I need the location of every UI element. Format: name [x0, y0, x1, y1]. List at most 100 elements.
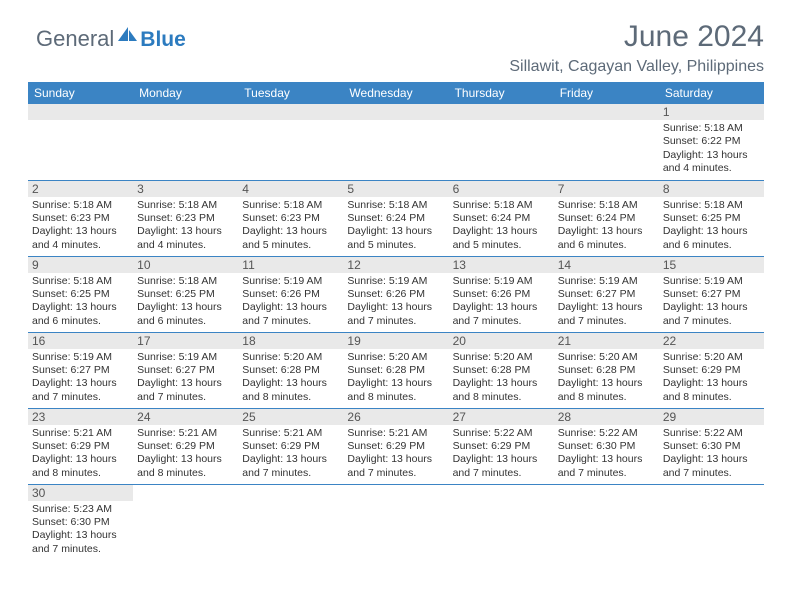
- day-info-line: Sunrise: 5:19 AM: [137, 351, 234, 364]
- day-number: 26: [343, 409, 448, 425]
- day-info-line: and 8 minutes.: [558, 391, 655, 404]
- day-info: Sunrise: 5:21 AMSunset: 6:29 PMDaylight:…: [343, 425, 448, 483]
- day-number: 4: [238, 181, 343, 197]
- day-info: Sunrise: 5:21 AMSunset: 6:29 PMDaylight:…: [238, 425, 343, 483]
- day-number: 2: [28, 181, 133, 197]
- day-info-line: and 7 minutes.: [242, 467, 339, 480]
- calendar-day-cell: 28Sunrise: 5:22 AMSunset: 6:30 PMDayligh…: [554, 408, 659, 484]
- calendar-day-cell: 1Sunrise: 5:18 AMSunset: 6:22 PMDaylight…: [659, 104, 764, 180]
- day-info: Sunrise: 5:20 AMSunset: 6:28 PMDaylight:…: [449, 349, 554, 407]
- empty-day-strip: [554, 104, 659, 120]
- day-info-line: Daylight: 13 hours: [32, 453, 129, 466]
- day-info-line: Sunrise: 5:18 AM: [453, 199, 550, 212]
- day-info-line: and 7 minutes.: [242, 315, 339, 328]
- day-info-line: Daylight: 13 hours: [558, 453, 655, 466]
- day-info-line: Sunset: 6:24 PM: [558, 212, 655, 225]
- calendar-day-cell: 26Sunrise: 5:21 AMSunset: 6:29 PMDayligh…: [343, 408, 448, 484]
- day-info: Sunrise: 5:22 AMSunset: 6:30 PMDaylight:…: [659, 425, 764, 483]
- day-info-line: Daylight: 13 hours: [347, 453, 444, 466]
- day-info: Sunrise: 5:18 AMSunset: 6:23 PMDaylight:…: [28, 197, 133, 255]
- day-info-line: Sunrise: 5:19 AM: [453, 275, 550, 288]
- day-info-line: Sunset: 6:24 PM: [347, 212, 444, 225]
- calendar-day-cell: 22Sunrise: 5:20 AMSunset: 6:29 PMDayligh…: [659, 332, 764, 408]
- day-info-line: Daylight: 13 hours: [453, 225, 550, 238]
- day-info-line: Daylight: 13 hours: [663, 149, 760, 162]
- day-info-line: Sunrise: 5:18 AM: [663, 122, 760, 135]
- day-number: 16: [28, 333, 133, 349]
- day-number: 14: [554, 257, 659, 273]
- day-number: 10: [133, 257, 238, 273]
- day-info-line: and 7 minutes.: [347, 467, 444, 480]
- calendar-day-cell: [133, 104, 238, 180]
- header: General Blue June 2024 Sillawit, Cagayan…: [28, 20, 764, 76]
- calendar-body: 1Sunrise: 5:18 AMSunset: 6:22 PMDaylight…: [28, 104, 764, 560]
- day-info: Sunrise: 5:21 AMSunset: 6:29 PMDaylight:…: [28, 425, 133, 483]
- day-info-line: Sunrise: 5:20 AM: [453, 351, 550, 364]
- day-number: 30: [28, 485, 133, 501]
- day-info-line: Daylight: 13 hours: [453, 301, 550, 314]
- day-info: Sunrise: 5:19 AMSunset: 6:26 PMDaylight:…: [238, 273, 343, 331]
- day-info-line: Daylight: 13 hours: [558, 301, 655, 314]
- day-info-line: Daylight: 13 hours: [242, 301, 339, 314]
- calendar-week-row: 1Sunrise: 5:18 AMSunset: 6:22 PMDaylight…: [28, 104, 764, 180]
- day-info-line: and 6 minutes.: [558, 239, 655, 252]
- calendar-day-cell: [659, 484, 764, 560]
- day-info-line: Daylight: 13 hours: [137, 453, 234, 466]
- day-info-line: Sunset: 6:27 PM: [558, 288, 655, 301]
- logo-text-blue: Blue: [140, 28, 186, 52]
- day-info-line: and 7 minutes.: [32, 543, 129, 556]
- day-info-line: Daylight: 13 hours: [347, 301, 444, 314]
- calendar-day-cell: [238, 104, 343, 180]
- calendar-day-cell: 12Sunrise: 5:19 AMSunset: 6:26 PMDayligh…: [343, 256, 448, 332]
- day-info-line: Sunset: 6:29 PM: [663, 364, 760, 377]
- calendar-day-cell: 2Sunrise: 5:18 AMSunset: 6:23 PMDaylight…: [28, 180, 133, 256]
- day-info-line: Daylight: 13 hours: [137, 377, 234, 390]
- calendar-day-cell: [133, 484, 238, 560]
- day-info-line: Sunset: 6:25 PM: [663, 212, 760, 225]
- day-info-line: Sunrise: 5:20 AM: [558, 351, 655, 364]
- day-info-line: and 7 minutes.: [558, 467, 655, 480]
- day-info: Sunrise: 5:23 AMSunset: 6:30 PMDaylight:…: [28, 501, 133, 559]
- day-info-line: Sunrise: 5:18 AM: [137, 199, 234, 212]
- day-info-line: Sunset: 6:23 PM: [32, 212, 129, 225]
- day-info: Sunrise: 5:18 AMSunset: 6:23 PMDaylight:…: [133, 197, 238, 255]
- day-info-line: Sunrise: 5:18 AM: [558, 199, 655, 212]
- day-info-line: Sunrise: 5:21 AM: [242, 427, 339, 440]
- day-info-line: and 7 minutes.: [453, 315, 550, 328]
- day-info-line: Sunset: 6:26 PM: [347, 288, 444, 301]
- day-info-line: Sunset: 6:27 PM: [137, 364, 234, 377]
- day-info-line: Daylight: 13 hours: [32, 377, 129, 390]
- day-info-line: and 8 minutes.: [347, 391, 444, 404]
- day-info: Sunrise: 5:20 AMSunset: 6:28 PMDaylight:…: [343, 349, 448, 407]
- day-info: Sunrise: 5:18 AMSunset: 6:23 PMDaylight:…: [238, 197, 343, 255]
- day-info-line: and 6 minutes.: [137, 315, 234, 328]
- calendar-day-cell: 16Sunrise: 5:19 AMSunset: 6:27 PMDayligh…: [28, 332, 133, 408]
- day-info-line: Sunset: 6:30 PM: [558, 440, 655, 453]
- calendar-day-cell: 21Sunrise: 5:20 AMSunset: 6:28 PMDayligh…: [554, 332, 659, 408]
- calendar-day-cell: 19Sunrise: 5:20 AMSunset: 6:28 PMDayligh…: [343, 332, 448, 408]
- day-info: Sunrise: 5:18 AMSunset: 6:25 PMDaylight:…: [28, 273, 133, 331]
- day-info-line: Daylight: 13 hours: [242, 453, 339, 466]
- day-info-line: and 7 minutes.: [347, 315, 444, 328]
- day-info-line: and 7 minutes.: [558, 315, 655, 328]
- calendar-day-cell: 8Sunrise: 5:18 AMSunset: 6:25 PMDaylight…: [659, 180, 764, 256]
- day-info-line: and 8 minutes.: [453, 391, 550, 404]
- day-number: 1: [659, 104, 764, 120]
- day-info-line: and 8 minutes.: [663, 391, 760, 404]
- calendar-day-cell: [343, 484, 448, 560]
- day-info-line: Daylight: 13 hours: [347, 377, 444, 390]
- day-info-line: Sunrise: 5:22 AM: [453, 427, 550, 440]
- day-info-line: and 4 minutes.: [32, 239, 129, 252]
- weekday-header: Saturday: [659, 82, 764, 104]
- day-info-line: and 7 minutes.: [663, 467, 760, 480]
- day-info: Sunrise: 5:19 AMSunset: 6:27 PMDaylight:…: [133, 349, 238, 407]
- day-number: 18: [238, 333, 343, 349]
- day-info-line: Sunset: 6:27 PM: [663, 288, 760, 301]
- day-info-line: Sunset: 6:29 PM: [242, 440, 339, 453]
- day-number: 27: [449, 409, 554, 425]
- day-info-line: Sunrise: 5:19 AM: [347, 275, 444, 288]
- day-info-line: Sunrise: 5:18 AM: [32, 199, 129, 212]
- day-info-line: Sunrise: 5:18 AM: [663, 199, 760, 212]
- day-info-line: Sunrise: 5:18 AM: [137, 275, 234, 288]
- day-info: Sunrise: 5:19 AMSunset: 6:27 PMDaylight:…: [554, 273, 659, 331]
